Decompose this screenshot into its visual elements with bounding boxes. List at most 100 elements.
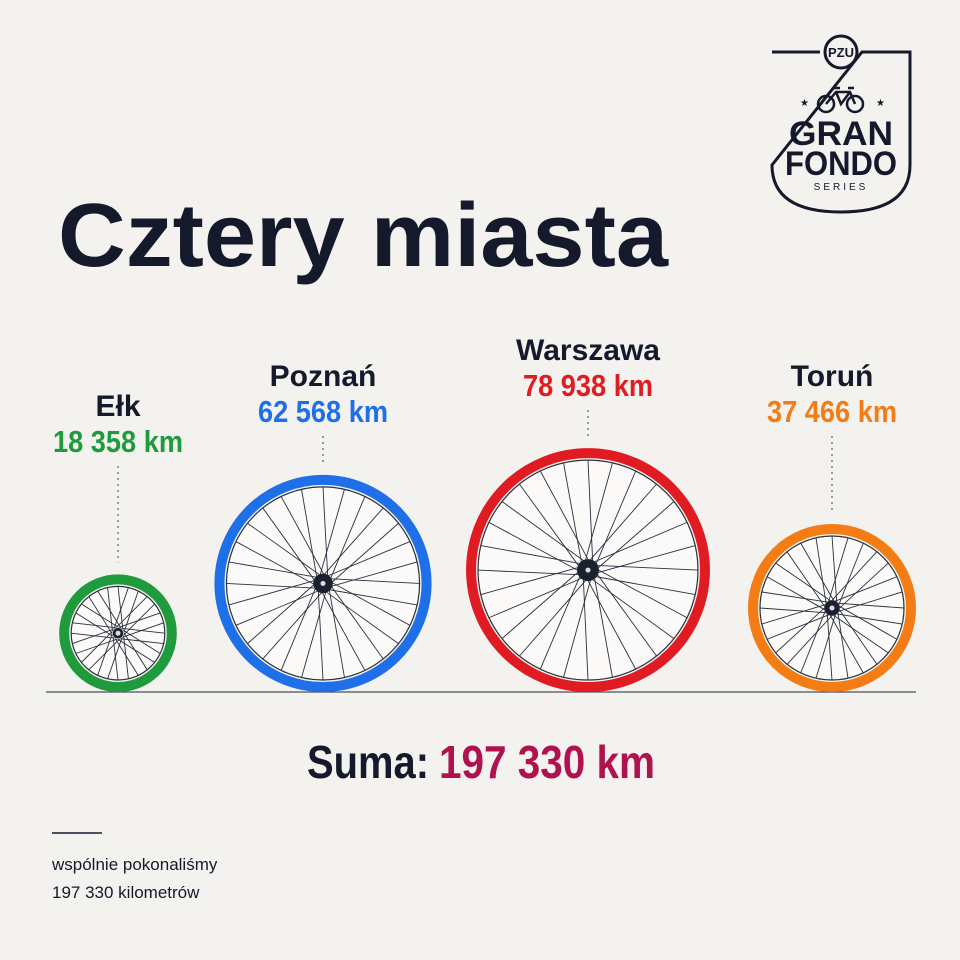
footnote: wspólnie pokonaliśmy: [51, 855, 218, 874]
city-name: Ełk: [95, 390, 140, 423]
spoke: [834, 613, 903, 625]
spoke: [72, 628, 114, 645]
city-value: 37 466 km: [767, 394, 897, 429]
city-value: 62 568 km: [258, 394, 388, 429]
logo-text: SERIES: [814, 182, 869, 193]
spoke: [120, 638, 164, 645]
spoke: [328, 522, 399, 586]
spoke: [587, 460, 594, 567]
spoke: [775, 605, 827, 654]
spoke: [115, 596, 148, 628]
wheel: [747, 523, 917, 693]
spoke: [280, 584, 318, 671]
spoke: [837, 604, 898, 640]
spoke: [501, 501, 589, 565]
logo: PZU ★ ★ GRAN FONDO SERIES: [770, 34, 912, 214]
spoke: [320, 507, 384, 578]
spoke: [319, 588, 366, 671]
spoke: [593, 501, 675, 573]
spoke: [72, 622, 116, 629]
spoke: [539, 470, 592, 566]
spoke: [478, 569, 585, 576]
spoke: [815, 537, 827, 606]
spoke: [583, 462, 613, 566]
spoke: [837, 607, 878, 665]
spoke: [318, 489, 345, 580]
spoke: [301, 587, 328, 678]
city-value: 18 358 km: [53, 424, 183, 459]
spoke: [328, 580, 411, 626]
spoke: [588, 521, 688, 565]
spoke: [837, 542, 864, 608]
spoke: [582, 573, 589, 681]
spoke: [832, 576, 898, 603]
hub-center: [115, 630, 121, 636]
spoke: [235, 588, 323, 626]
spoke: [326, 578, 420, 584]
spoke: [815, 612, 837, 679]
total-label: Suma:: [307, 736, 429, 788]
spoke: [262, 588, 326, 660]
spoke: [117, 586, 124, 630]
spoke: [593, 566, 688, 619]
spoke: [88, 638, 121, 671]
spoke: [97, 634, 113, 676]
spoke: [75, 612, 114, 637]
spoke: [123, 603, 155, 636]
spoke: [591, 564, 698, 571]
tire: [59, 574, 177, 692]
spoke: [75, 638, 118, 654]
spoke: [322, 589, 399, 645]
spoke: [837, 562, 889, 611]
spoke: [71, 632, 115, 639]
spoke: [480, 565, 584, 595]
spoke: [501, 568, 583, 639]
spoke: [826, 611, 833, 681]
spoke: [81, 631, 113, 663]
spoke: [786, 613, 835, 665]
spoke: [322, 486, 329, 581]
logo-text: FONDO: [785, 145, 897, 183]
total-value: 197 330 km: [439, 736, 655, 788]
spoke: [247, 522, 324, 578]
spoke: [317, 586, 324, 681]
spoke: [226, 582, 320, 589]
spoke: [123, 590, 139, 633]
footnote: 197 330 kilometrów: [52, 883, 200, 902]
spoke: [519, 575, 591, 657]
spoke: [81, 603, 119, 628]
spoke: [228, 561, 321, 579]
spoke: [113, 587, 129, 629]
tire: [214, 474, 432, 692]
spoke: [593, 572, 613, 678]
logo-bike: [816, 86, 865, 114]
spoke: [827, 537, 849, 604]
logo-star: ★: [800, 98, 809, 109]
logo-badge-text: PZU: [828, 45, 854, 60]
spoke: [800, 542, 836, 603]
spoke: [592, 545, 696, 575]
spoke: [786, 551, 827, 609]
spoke: [488, 521, 583, 574]
spoke: [327, 561, 418, 588]
spoke: [328, 585, 345, 678]
spoke: [325, 588, 418, 606]
city-name: Warszawa: [516, 334, 660, 367]
spoke: [766, 576, 827, 612]
spoke: [262, 507, 318, 585]
spoke: [117, 638, 155, 663]
spoke: [519, 483, 583, 571]
city-value: 78 938 km: [523, 368, 653, 403]
hub-center: [320, 580, 326, 586]
spoke: [122, 622, 164, 638]
spoke: [118, 612, 161, 628]
spoke: [587, 575, 675, 639]
spoke: [590, 575, 696, 595]
spoke: [114, 638, 139, 676]
spoke: [766, 613, 832, 640]
spoke: [480, 545, 586, 565]
spoke: [107, 587, 113, 631]
city-name: Poznań: [270, 360, 377, 393]
